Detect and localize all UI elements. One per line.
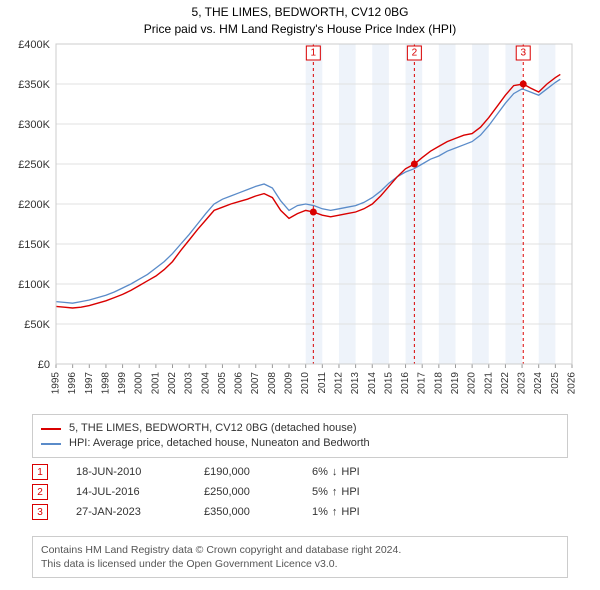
event-marker-2: 2 xyxy=(32,484,48,500)
svg-text:1998: 1998 xyxy=(100,372,111,395)
svg-text:2012: 2012 xyxy=(333,372,344,395)
svg-text:2024: 2024 xyxy=(533,372,544,395)
svg-text:2001: 2001 xyxy=(150,372,161,395)
svg-text:2015: 2015 xyxy=(383,372,394,395)
footer-line1: Contains HM Land Registry data © Crown c… xyxy=(41,543,559,557)
chart-subtitle: Price paid vs. HM Land Registry's House … xyxy=(144,22,456,36)
svg-text:£400K: £400K xyxy=(18,39,50,51)
svg-text:£50K: £50K xyxy=(24,319,50,331)
legend-row-red: 5, THE LIMES, BEDWORTH, CV12 0BG (detach… xyxy=(41,421,559,436)
event-row: 2 14-JUL-2016 £250,000 5% ↑ HPI xyxy=(32,482,568,502)
svg-text:2011: 2011 xyxy=(317,372,328,394)
arrow-down-icon: ↓ xyxy=(332,466,338,478)
svg-text:2026: 2026 xyxy=(567,372,578,395)
event-date: 18-JUN-2010 xyxy=(76,466,176,478)
legend-swatch-red xyxy=(41,428,61,430)
event-date: 27-JAN-2023 xyxy=(76,506,176,518)
event-delta: 6% ↓ HPI xyxy=(312,466,360,478)
svg-text:2009: 2009 xyxy=(284,372,295,395)
svg-text:£150K: £150K xyxy=(18,239,50,251)
svg-text:2022: 2022 xyxy=(500,372,511,395)
svg-text:2025: 2025 xyxy=(550,372,561,395)
event-delta: 5% ↑ HPI xyxy=(312,486,360,498)
svg-text:2007: 2007 xyxy=(250,372,261,395)
events-list: 1 18-JUN-2010 £190,000 6% ↓ HPI 2 14-JUL… xyxy=(32,462,568,522)
svg-text:1999: 1999 xyxy=(117,372,128,395)
event-date: 14-JUL-2016 xyxy=(76,486,176,498)
svg-text:2002: 2002 xyxy=(167,372,178,395)
svg-text:£200K: £200K xyxy=(18,199,50,211)
svg-text:2023: 2023 xyxy=(517,372,528,395)
event-price: £250,000 xyxy=(204,486,284,498)
legend-label-red: 5, THE LIMES, BEDWORTH, CV12 0BG (detach… xyxy=(69,421,357,436)
svg-text:2006: 2006 xyxy=(234,372,245,395)
legend-label-blue: HPI: Average price, detached house, Nune… xyxy=(69,436,370,451)
arrow-up-icon: ↑ xyxy=(332,486,338,498)
event-delta: 1% ↑ HPI xyxy=(312,506,360,518)
arrow-up-icon: ↑ xyxy=(332,506,338,518)
svg-text:2003: 2003 xyxy=(184,372,195,395)
event-marker-3: 3 xyxy=(32,504,48,520)
svg-text:2016: 2016 xyxy=(400,372,411,395)
svg-text:2004: 2004 xyxy=(200,372,211,395)
svg-text:1995: 1995 xyxy=(51,372,62,395)
svg-text:2019: 2019 xyxy=(450,372,461,395)
price-chart: 5, THE LIMES, BEDWORTH, CV12 0BG Price p… xyxy=(0,0,600,408)
chart-container: { "title": "5, THE LIMES, BEDWORTH, CV12… xyxy=(0,0,600,590)
svg-text:1: 1 xyxy=(311,48,317,59)
svg-text:2021: 2021 xyxy=(483,372,494,395)
svg-text:1997: 1997 xyxy=(84,372,95,395)
svg-text:£0: £0 xyxy=(38,359,50,371)
svg-text:2017: 2017 xyxy=(417,372,428,395)
svg-text:£100K: £100K xyxy=(18,279,50,291)
svg-text:2008: 2008 xyxy=(267,372,278,395)
legend-box: 5, THE LIMES, BEDWORTH, CV12 0BG (detach… xyxy=(32,414,568,458)
svg-text:2000: 2000 xyxy=(134,372,145,395)
svg-text:2018: 2018 xyxy=(433,372,444,395)
svg-text:1996: 1996 xyxy=(67,372,78,395)
svg-text:2005: 2005 xyxy=(217,372,228,395)
svg-text:£350K: £350K xyxy=(18,79,50,91)
event-price: £350,000 xyxy=(204,506,284,518)
svg-text:2: 2 xyxy=(412,48,418,59)
chart-title: 5, THE LIMES, BEDWORTH, CV12 0BG xyxy=(192,5,409,19)
event-row: 1 18-JUN-2010 £190,000 6% ↓ HPI xyxy=(32,462,568,482)
svg-text:3: 3 xyxy=(520,48,526,59)
event-price: £190,000 xyxy=(204,466,284,478)
svg-text:2010: 2010 xyxy=(300,372,311,395)
legend-row-blue: HPI: Average price, detached house, Nune… xyxy=(41,436,559,451)
svg-text:£300K: £300K xyxy=(18,119,50,131)
footer-line2: This data is licensed under the Open Gov… xyxy=(41,557,559,571)
legend-swatch-blue xyxy=(41,443,61,445)
event-row: 3 27-JAN-2023 £350,000 1% ↑ HPI xyxy=(32,502,568,522)
event-marker-1: 1 xyxy=(32,464,48,480)
footer-box: Contains HM Land Registry data © Crown c… xyxy=(32,536,568,578)
svg-text:2013: 2013 xyxy=(350,372,361,395)
svg-text:2014: 2014 xyxy=(367,372,378,395)
svg-text:2020: 2020 xyxy=(467,372,478,395)
svg-text:£250K: £250K xyxy=(18,159,50,171)
